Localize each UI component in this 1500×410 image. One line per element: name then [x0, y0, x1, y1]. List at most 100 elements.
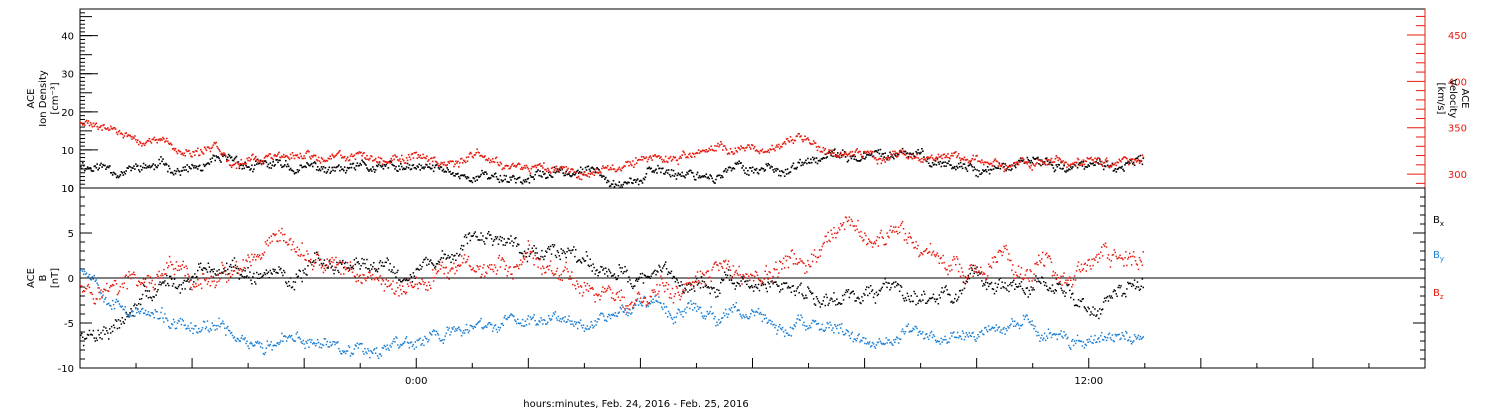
velocity-point — [701, 149, 704, 152]
bz-point — [349, 261, 352, 263]
bx-point — [515, 237, 517, 239]
density-point — [801, 161, 803, 164]
bz-point — [336, 264, 338, 266]
bx-point — [206, 271, 209, 273]
bx-point — [613, 273, 616, 275]
bz-point — [381, 278, 384, 281]
bx-point — [182, 282, 184, 284]
by-point — [391, 342, 393, 345]
by-point — [673, 316, 676, 319]
by-point — [751, 309, 753, 311]
velocity-point — [1038, 159, 1040, 161]
velocity-point — [548, 171, 551, 173]
velocity-point — [757, 151, 760, 153]
velocity-point — [137, 139, 139, 141]
by-point — [441, 339, 444, 341]
density-point — [441, 169, 444, 172]
bx-point — [983, 283, 985, 285]
density-point — [535, 171, 537, 173]
bz-point — [292, 241, 295, 243]
density-point — [928, 165, 931, 167]
by-point — [368, 350, 370, 352]
density-point — [560, 167, 563, 169]
bx-point — [371, 268, 373, 270]
velocity-point — [513, 165, 515, 167]
by-point — [105, 296, 107, 299]
velocity-point — [173, 149, 176, 152]
density-point — [851, 155, 854, 158]
by-point — [1011, 318, 1013, 320]
velocity-point — [849, 151, 852, 153]
velocity-point — [858, 150, 860, 153]
bz-point — [102, 291, 104, 293]
density-point — [698, 175, 701, 177]
velocity-point — [486, 158, 488, 161]
velocity-point — [728, 152, 731, 155]
by-point — [866, 343, 868, 345]
by-point — [208, 331, 211, 333]
density-point — [465, 177, 468, 180]
bz-point — [206, 283, 209, 285]
bx-point — [188, 281, 190, 283]
bx-point — [363, 258, 365, 261]
velocity-point — [277, 153, 279, 155]
density-point — [230, 156, 233, 158]
density-point — [335, 166, 337, 169]
density-point — [1088, 165, 1090, 167]
density-point — [839, 156, 841, 159]
density-point — [967, 165, 970, 167]
velocity-point — [796, 135, 798, 137]
density-point — [345, 169, 348, 172]
bx-point — [672, 275, 675, 278]
velocity-point — [379, 157, 382, 159]
bx-point — [279, 268, 281, 271]
by-point — [83, 270, 86, 273]
by-point — [654, 295, 656, 298]
density-point — [606, 181, 608, 184]
bz-point — [404, 293, 407, 295]
by-point — [982, 333, 984, 335]
by-point — [529, 316, 532, 318]
density-point — [534, 173, 536, 176]
bx-point — [1000, 287, 1002, 289]
velocity-point — [1114, 162, 1117, 164]
by-point — [821, 323, 824, 326]
bz-point — [278, 230, 280, 232]
density-point — [297, 171, 300, 173]
bz-point — [369, 271, 371, 274]
density-point — [1131, 162, 1134, 165]
bz-point — [169, 261, 172, 263]
by-point — [951, 335, 953, 337]
velocity-point — [368, 159, 370, 161]
by-point — [448, 327, 450, 329]
density-point — [404, 168, 407, 170]
bx-point — [314, 261, 317, 264]
bx-point — [225, 270, 227, 272]
bx-point — [649, 277, 651, 279]
bx-point — [746, 283, 748, 286]
density-point — [453, 174, 455, 177]
velocity-point — [723, 145, 726, 147]
by-point — [147, 311, 150, 313]
by-point — [151, 312, 153, 314]
by-point — [919, 330, 921, 332]
bx-point — [1035, 275, 1037, 277]
velocity-point — [1048, 163, 1051, 166]
bx-point — [430, 259, 432, 261]
density-point — [771, 166, 773, 168]
velocity-point — [674, 156, 677, 159]
density-point — [309, 164, 311, 167]
velocity-point — [1059, 158, 1061, 160]
by-point — [301, 342, 303, 344]
bx-point — [918, 300, 920, 302]
by-point — [115, 298, 118, 301]
by-point — [1014, 325, 1017, 327]
by-point — [450, 331, 452, 333]
density-point — [307, 163, 309, 165]
by-point — [488, 322, 490, 324]
density-point — [665, 169, 668, 172]
bx-point — [755, 286, 758, 289]
by-point — [493, 325, 496, 327]
bz-point — [152, 286, 154, 289]
by-point — [897, 342, 900, 344]
